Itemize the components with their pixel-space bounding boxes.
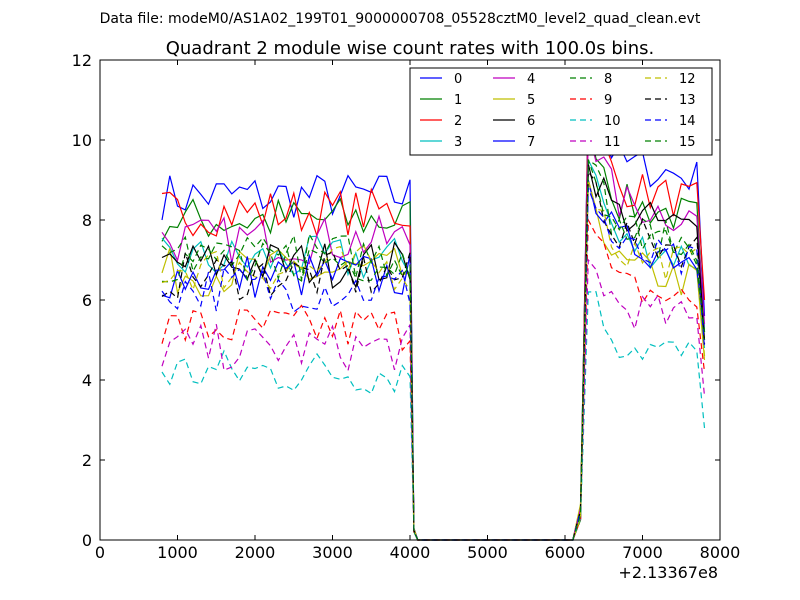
legend-item-2: 2 [420, 114, 462, 129]
suptitle: Data file: modeM0/AS1A02_199T01_90000007… [100, 11, 701, 27]
legend-label-13: 13 [679, 93, 696, 108]
legend-label-10: 10 [604, 114, 621, 129]
y-tick-label: 2 [82, 451, 92, 470]
legend-label-9: 9 [604, 93, 612, 108]
legend-label-12: 12 [679, 72, 696, 87]
x-tick-labels: 0 1000 2000 3000 4000 5000 6000 7000 8000 [95, 543, 740, 562]
y-tick-label: 4 [82, 371, 92, 390]
legend-label-7: 7 [527, 135, 535, 150]
x-tick-label: 6000 [545, 543, 586, 562]
legend-item-13: 13 [645, 93, 696, 108]
legend-item-3: 3 [420, 135, 462, 150]
x-tick-label: 1000 [157, 543, 198, 562]
legend-label-8: 8 [604, 72, 612, 87]
legend-label-11: 11 [604, 135, 621, 150]
y-tick-label: 0 [82, 531, 92, 550]
series-line-14 [161, 187, 706, 541]
legend-box [409, 67, 713, 156]
legend-item-1: 1 [420, 93, 462, 108]
y-tick-label: 6 [82, 291, 92, 310]
legend-item-6: 6 [493, 114, 535, 129]
legend-label-3: 3 [454, 135, 462, 150]
x-tick-label: 5000 [467, 543, 508, 562]
x-tick-label: 2000 [235, 543, 276, 562]
legend-item-0: 0 [420, 72, 462, 87]
x-tick-label: 3000 [312, 543, 353, 562]
legend-label-2: 2 [454, 114, 462, 129]
legend-label-6: 6 [527, 114, 535, 129]
legend-item-4: 4 [493, 72, 535, 87]
legend-item-10: 10 [570, 114, 621, 129]
legend-label-5: 5 [527, 93, 535, 108]
legend-item-7: 7 [493, 135, 535, 150]
legend-item-8: 8 [570, 72, 612, 87]
y-tick-labels: 0 2 4 6 8 10 12 [72, 51, 92, 550]
legend-item-14: 14 [645, 114, 696, 129]
legend-item-5: 5 [493, 93, 535, 108]
legend-label-4: 4 [527, 72, 535, 87]
legend-label-0: 0 [454, 72, 462, 87]
plot-frame [99, 59, 721, 541]
x-tick-label: 4000 [390, 543, 431, 562]
x-tick-label: 7000 [622, 543, 663, 562]
chart-title: Quadrant 2 module wise count rates with … [166, 38, 655, 59]
legend-label-15: 15 [679, 135, 696, 150]
legend-label-14: 14 [679, 114, 696, 129]
x-offset-label: +2.13367e8 [618, 563, 718, 582]
legend-item-11: 11 [570, 135, 621, 150]
y-tick-label: 8 [82, 211, 92, 230]
x-tick-label: 0 [95, 543, 105, 562]
legend-label-1: 1 [454, 93, 462, 108]
y-tick-label: 12 [72, 51, 92, 70]
x-tick-label: 8000 [700, 543, 741, 562]
legend-item-15: 15 [645, 135, 696, 150]
series-line-11 [161, 258, 706, 541]
y-tick-label: 10 [72, 131, 92, 150]
legend-item-12: 12 [645, 72, 696, 87]
legend-item-9: 9 [570, 93, 612, 108]
